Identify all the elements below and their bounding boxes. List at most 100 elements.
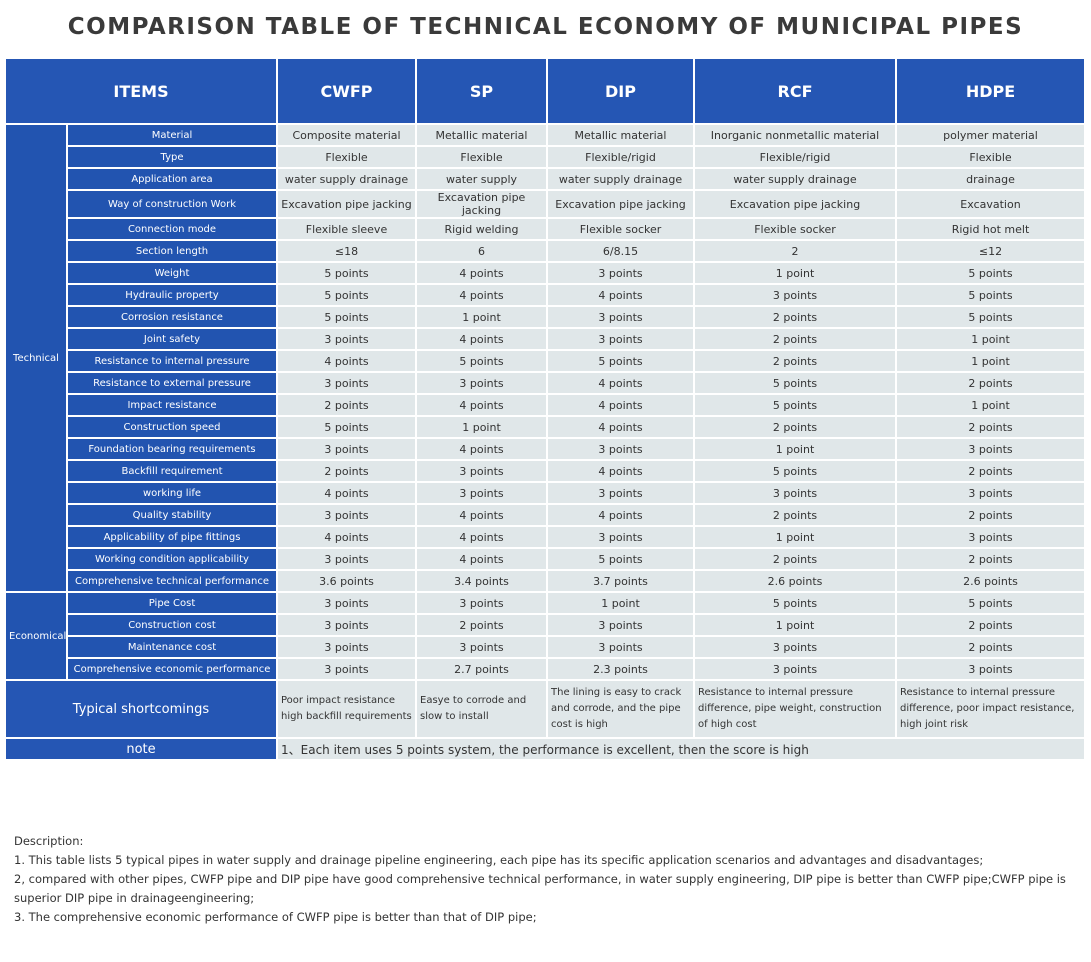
data-row: Connection mode Flexible sleeve Rigid weld…: [5, 217, 1086, 241]
cell: 2: [693, 239, 897, 263]
cell: 3 points: [546, 327, 695, 351]
cell: 4 points: [546, 503, 695, 527]
cell: 2 points: [693, 415, 897, 439]
cell: Flexible: [415, 145, 548, 169]
cell: 2 points: [895, 415, 1086, 439]
cell: 2 points: [895, 547, 1086, 571]
data-row: Construction cost 3 points 2 points 3 point…: [5, 613, 1086, 637]
cell: 3 points: [546, 635, 695, 659]
cell: 3 points: [895, 437, 1086, 461]
cell: 5 points: [895, 283, 1086, 307]
cell: 5 points: [895, 305, 1086, 329]
cell: 5 points: [546, 349, 695, 373]
cell: 1 point: [546, 591, 695, 615]
cell: 3 points: [693, 635, 897, 659]
row-label: Comprehensive economic performance: [66, 657, 278, 681]
row-label: Foundation bearing requirements: [66, 437, 278, 461]
data-row: working life 4 points 3 points 3 points 3 po…: [5, 481, 1086, 505]
row-label: Construction speed: [66, 415, 278, 439]
row-label: Comprehensive technical performance: [66, 569, 278, 593]
cell: water supply drainage: [546, 167, 695, 191]
cell: 2.3 points: [546, 657, 695, 681]
shortcoming-cell: Easye to corrode and slow to install: [415, 679, 548, 739]
cell: 3 points: [276, 327, 417, 351]
cell: 2 points: [693, 305, 897, 329]
cell: 5 points: [693, 459, 897, 483]
data-row: Weight 5 points 4 points 3 points 1 point 5 p…: [5, 261, 1086, 285]
cell: 3 points: [546, 261, 695, 285]
cell: Inorganic nonmetallic material: [693, 123, 897, 147]
cell: 3.6 points: [276, 569, 417, 593]
cell: 3 points: [276, 657, 417, 681]
row-label: Section length: [66, 239, 278, 263]
cell: 3 points: [276, 371, 417, 395]
shortcoming-cell: Resistance to internal pressure differen…: [693, 679, 897, 739]
cell: 1 point: [693, 261, 897, 285]
cell: 5 points: [276, 415, 417, 439]
cell: 5 points: [693, 371, 897, 395]
cell: 3 points: [693, 657, 897, 681]
description: Description: 1. This table lists 5 typica…: [14, 832, 1080, 927]
row-label: working life: [66, 481, 278, 505]
cell: ≤12: [895, 239, 1086, 263]
cell: water supply drainage: [693, 167, 897, 191]
cell: Flexible socker: [693, 217, 897, 241]
row-label: Working condition applicability: [66, 547, 278, 571]
cell: 3 points: [415, 459, 548, 483]
row-label: Weight: [66, 261, 278, 285]
row-label: Application area: [66, 167, 278, 191]
cell: 1 point: [895, 393, 1086, 417]
cell: 4 points: [415, 327, 548, 351]
cell: 5 points: [693, 591, 897, 615]
data-row: Corrosion resistance 5 points 1 point 3 poi…: [5, 305, 1086, 329]
data-row: Section length ≤18 6 6/8.15 2 ≤12: [5, 239, 1086, 263]
cell: 5 points: [276, 283, 417, 307]
shortcomings-label: Typical shortcomings: [4, 679, 278, 739]
cell: 4 points: [415, 525, 548, 549]
cell: 2 points: [895, 371, 1086, 395]
cell: 3 points: [415, 635, 548, 659]
note-label: note: [4, 737, 278, 761]
shortcoming-cell: The lining is easy to crack and corrode,…: [546, 679, 695, 739]
data-row: Applicability of pipe fittings 4 points 4 …: [5, 525, 1086, 549]
cell: 2 points: [276, 393, 417, 417]
cell: ≤18: [276, 239, 417, 263]
cell: 3 points: [895, 481, 1086, 505]
cell: 4 points: [546, 393, 695, 417]
cell: 4 points: [276, 525, 417, 549]
group-label: Technical: [4, 123, 68, 593]
table-body: ITEMS CWFP SP DIP RCF HDPE Technical Material Co…: [4, 57, 1086, 761]
row-label: Way of construction Work: [66, 189, 278, 219]
data-row: Backfill requirement 2 points 3 points 4 po…: [5, 459, 1086, 483]
cell: 2 points: [693, 503, 897, 527]
cell: 3 points: [276, 437, 417, 461]
row-label: Applicability of pipe fittings: [66, 525, 278, 549]
cell: 3 points: [693, 283, 897, 307]
cell: water supply drainage: [276, 167, 417, 191]
note-text: 1、Each item uses 5 points system, the pe…: [276, 737, 1086, 761]
data-row: Working condition applicability 3 points 4…: [5, 547, 1086, 571]
cell: Flexible/rigid: [693, 145, 897, 169]
cell: 6/8.15: [546, 239, 695, 263]
cell: 2 points: [895, 635, 1086, 659]
cell: 5 points: [546, 547, 695, 571]
cell: 5 points: [276, 261, 417, 285]
shortcoming-cell: Resistance to internal pressure differen…: [895, 679, 1086, 739]
cell: 4 points: [276, 481, 417, 505]
cell: water supply: [415, 167, 548, 191]
cell: 4 points: [415, 283, 548, 307]
column-header: CWFP: [276, 57, 417, 125]
cell: 3 points: [546, 305, 695, 329]
data-row: Way of construction Work Excavation pipe …: [5, 189, 1086, 219]
cell: 2 points: [895, 613, 1086, 637]
data-row: Type Flexible Flexible Flexible/rigid Flexib…: [5, 145, 1086, 169]
cell: 3.7 points: [546, 569, 695, 593]
cell: 3 points: [415, 371, 548, 395]
cell: Metallic material: [415, 123, 548, 147]
cell: 3 points: [276, 503, 417, 527]
cell: 2.6 points: [693, 569, 897, 593]
cell: 4 points: [546, 459, 695, 483]
data-row: Comprehensive technical performance 3.6 p…: [5, 569, 1086, 593]
cell: Rigid hot melt: [895, 217, 1086, 241]
